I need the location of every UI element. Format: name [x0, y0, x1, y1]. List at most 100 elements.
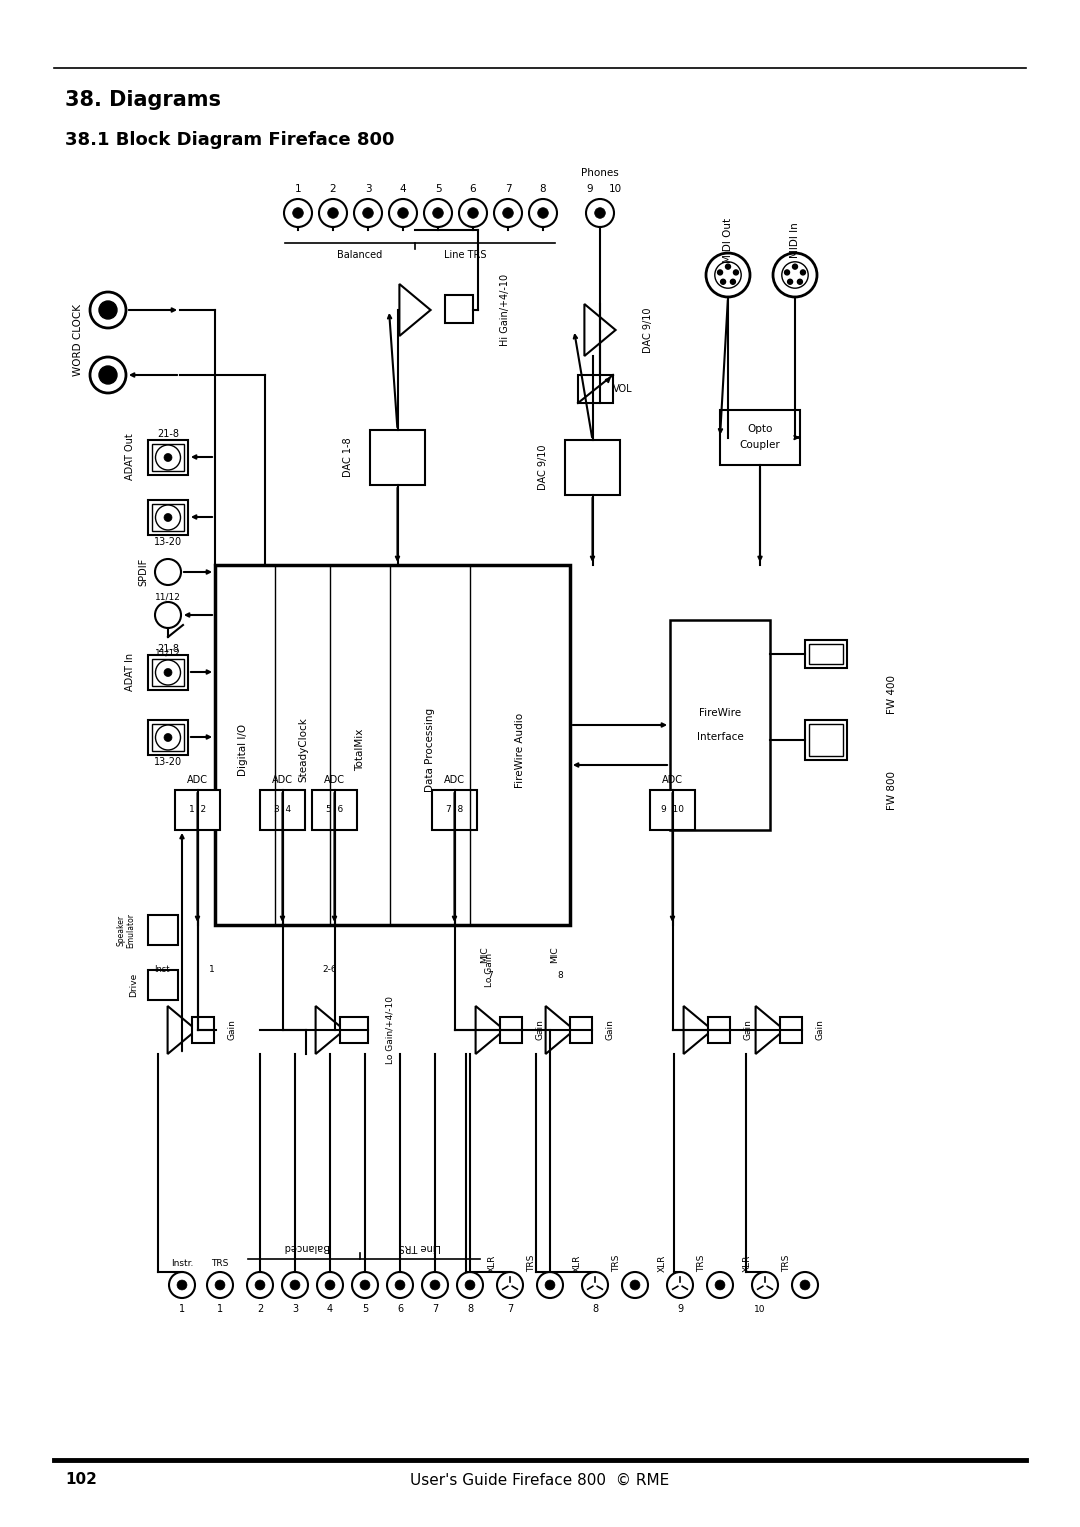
Bar	[260, 789, 305, 831]
Circle shape	[156, 444, 180, 470]
Text: 1: 1	[295, 183, 301, 194]
Text: MIDI In: MIDI In	[789, 221, 800, 258]
Text: XLR: XLR	[487, 1254, 497, 1272]
Text: 10: 10	[608, 183, 622, 194]
Text: 38. Diagrams: 38. Diagrams	[65, 90, 221, 110]
Circle shape	[797, 279, 802, 284]
Circle shape	[395, 1280, 405, 1290]
Circle shape	[720, 279, 726, 284]
Bar	[148, 440, 188, 475]
Text: 3  4: 3 4	[274, 806, 292, 814]
Text: Gain: Gain	[606, 1020, 615, 1040]
Text: VOL: VOL	[613, 383, 633, 394]
Bar	[152, 660, 184, 686]
Text: 13-20: 13-20	[154, 538, 183, 547]
Bar	[152, 444, 184, 470]
Text: TRS: TRS	[527, 1254, 537, 1272]
Circle shape	[595, 208, 605, 218]
Bar	[578, 376, 613, 403]
Text: Lo Gain/+4/-10: Lo Gain/+4/-10	[386, 996, 394, 1064]
Circle shape	[622, 1272, 648, 1298]
Text: 5: 5	[434, 183, 442, 194]
Text: Inst: Inst	[154, 965, 170, 974]
Bar	[500, 1017, 522, 1043]
Text: Phones: Phones	[581, 168, 619, 179]
Text: Data Processing: Data Processing	[426, 709, 435, 793]
Text: 21-8: 21-8	[157, 429, 179, 438]
Circle shape	[792, 1272, 818, 1298]
Circle shape	[733, 270, 739, 275]
Bar	[148, 655, 188, 690]
Text: 2: 2	[329, 183, 336, 194]
Text: MIC: MIC	[481, 947, 489, 964]
Circle shape	[327, 208, 338, 218]
Text: FireWire Audio: FireWire Audio	[515, 713, 525, 788]
Circle shape	[156, 602, 181, 628]
Circle shape	[354, 199, 382, 228]
Bar	[708, 1017, 730, 1043]
Text: MIDI Out: MIDI Out	[723, 217, 733, 263]
Bar	[192, 1017, 214, 1043]
Circle shape	[538, 208, 549, 218]
Circle shape	[156, 505, 180, 530]
Bar	[148, 970, 178, 1000]
Text: 8: 8	[557, 971, 563, 979]
Text: Gain: Gain	[815, 1020, 824, 1040]
Bar	[565, 440, 620, 495]
Circle shape	[255, 1280, 265, 1290]
Circle shape	[156, 725, 180, 750]
Circle shape	[164, 454, 172, 461]
Circle shape	[291, 1280, 300, 1290]
Text: DAC 9/10: DAC 9/10	[643, 307, 652, 353]
Text: 8: 8	[467, 1304, 473, 1315]
Text: 10: 10	[754, 1304, 766, 1313]
Text: ADC: ADC	[324, 776, 345, 785]
Bar	[780, 1017, 802, 1043]
Text: DAC 1-8: DAC 1-8	[343, 438, 353, 478]
Circle shape	[787, 279, 793, 284]
Text: FW 800: FW 800	[887, 771, 897, 809]
Text: TRS: TRS	[212, 1258, 229, 1267]
Circle shape	[215, 1280, 225, 1290]
Text: Line TRS: Line TRS	[399, 1241, 442, 1252]
Circle shape	[156, 660, 180, 686]
Text: 1: 1	[210, 965, 215, 974]
Text: 7: 7	[487, 971, 492, 979]
Circle shape	[99, 301, 117, 319]
Circle shape	[433, 208, 443, 218]
Text: 7  8: 7 8	[446, 806, 463, 814]
Circle shape	[293, 208, 303, 218]
Text: XLR: XLR	[572, 1254, 581, 1272]
Circle shape	[730, 279, 735, 284]
Text: 3: 3	[365, 183, 372, 194]
Text: TRS: TRS	[698, 1254, 706, 1272]
Text: 11/12: 11/12	[156, 592, 181, 602]
Text: 7: 7	[507, 1304, 513, 1315]
Bar	[370, 431, 426, 486]
Text: Line TRS: Line TRS	[444, 250, 486, 260]
Text: TRS: TRS	[612, 1254, 621, 1272]
Circle shape	[90, 292, 126, 328]
Text: 8: 8	[592, 1304, 598, 1315]
Circle shape	[424, 199, 453, 228]
Text: Lo Gain: Lo Gain	[486, 953, 495, 986]
Circle shape	[545, 1280, 555, 1290]
Text: Balanced: Balanced	[282, 1241, 327, 1252]
Text: ADAT Out: ADAT Out	[125, 434, 135, 481]
Circle shape	[164, 733, 172, 742]
Bar	[650, 789, 696, 831]
Circle shape	[389, 199, 417, 228]
Text: ADAT In: ADAT In	[125, 654, 135, 692]
Circle shape	[707, 1272, 733, 1298]
Bar	[148, 915, 178, 945]
Text: TRS: TRS	[783, 1254, 792, 1272]
Circle shape	[502, 208, 513, 218]
Text: 38.1 Block Diagram Fireface 800: 38.1 Block Diagram Fireface 800	[65, 131, 394, 150]
Bar	[152, 724, 184, 751]
Circle shape	[497, 1272, 523, 1298]
Text: 13-20: 13-20	[154, 757, 183, 767]
Text: 102: 102	[65, 1472, 97, 1487]
Text: 7: 7	[504, 183, 511, 194]
Text: Speaker
Emulator: Speaker Emulator	[117, 913, 136, 947]
Bar	[312, 789, 357, 831]
